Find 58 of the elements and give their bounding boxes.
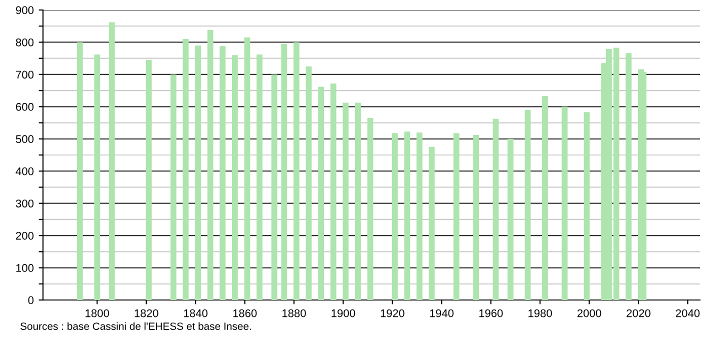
x-tick-label: 1960 <box>479 309 503 318</box>
bar <box>220 46 226 300</box>
bar <box>281 44 288 300</box>
x-tick-label: 2000 <box>577 309 602 318</box>
bar <box>584 112 590 300</box>
x-tick-label: 1840 <box>184 309 208 318</box>
bar <box>562 106 568 300</box>
bar <box>195 45 201 300</box>
x-tick-label: 1920 <box>380 309 404 318</box>
bar <box>146 60 152 300</box>
x-tick-label: 1880 <box>282 309 306 318</box>
bar <box>271 74 278 300</box>
bar <box>293 42 300 300</box>
bar <box>492 118 499 300</box>
bar <box>453 133 460 300</box>
bar <box>94 54 100 300</box>
y-tick-label: 0 <box>28 296 34 304</box>
bar <box>428 146 435 300</box>
x-tick-label: 1800 <box>86 309 110 318</box>
x-tick-label: 1980 <box>528 309 552 318</box>
bar <box>244 37 250 300</box>
bar <box>626 53 632 300</box>
y-tick-label: 800 <box>16 38 34 46</box>
bar <box>108 22 115 300</box>
y-tick-label: 400 <box>16 167 34 176</box>
bar <box>355 102 361 300</box>
x-tick-label: 1820 <box>134 309 158 318</box>
x-tick-label: 1860 <box>233 309 257 318</box>
y-tick-label: 100 <box>16 264 34 272</box>
bar <box>342 102 349 300</box>
source-note: Sources : base Cassini de l'EHESS et base Insee. <box>20 322 251 330</box>
bar <box>318 86 324 300</box>
bar <box>207 30 214 300</box>
bar <box>306 66 312 300</box>
y-tick-label: 500 <box>16 135 34 144</box>
bar <box>182 39 189 300</box>
y-tick-label: 600 <box>16 102 34 111</box>
bar <box>473 135 480 300</box>
x-tick-label: 1940 <box>430 309 454 318</box>
bar <box>76 42 83 300</box>
y-tick-label: 700 <box>16 70 34 79</box>
bar <box>232 55 238 300</box>
x-tick-label: 2040 <box>676 309 700 318</box>
bar <box>170 74 176 300</box>
bar <box>392 133 398 300</box>
bar <box>542 96 548 300</box>
y-tick-label: 200 <box>16 232 34 240</box>
bar <box>256 54 262 300</box>
bar <box>367 118 374 300</box>
y-tick-label: 900 <box>16 6 34 14</box>
bar <box>404 131 410 300</box>
bar <box>416 132 422 300</box>
y-tick-label: 300 <box>16 200 34 208</box>
bar <box>330 83 336 300</box>
bar <box>508 138 514 300</box>
x-tick-label: 2020 <box>626 309 650 318</box>
bar <box>524 110 531 300</box>
x-tick-label: 1900 <box>332 309 356 318</box>
